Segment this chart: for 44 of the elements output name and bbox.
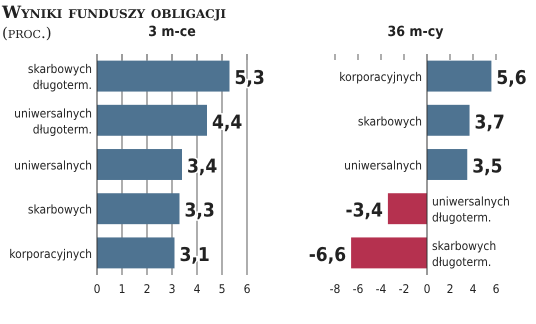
bar [97, 193, 180, 224]
x-tick-label: 4 [470, 282, 477, 296]
y-tick-label: uniwersalnych długoterm. [14, 106, 92, 136]
bar [388, 193, 427, 224]
bar [427, 60, 492, 92]
data-label: 3,7 [474, 111, 505, 134]
x-tick-label: 0 [424, 282, 431, 296]
bar [97, 149, 182, 180]
y-tick-label: skarbowych długoterm. [28, 62, 92, 92]
x-tick-label: 2 [144, 282, 150, 296]
y-tick-label: uniwersalnych [344, 158, 422, 172]
x-tick-label: 2 [446, 282, 454, 296]
x-tick-label: -6 [352, 282, 364, 296]
bar [97, 237, 174, 268]
x-tick-label: 6 [244, 282, 251, 296]
x-tick-label: -4 [376, 282, 387, 296]
data-label: -3,4 [346, 200, 383, 222]
x-axis-title: 36 m-cy [388, 24, 444, 40]
x-tick-label: 6 [492, 282, 500, 296]
y-tick-label: korporacyjnych [339, 70, 422, 84]
y-tick-label: skarbowych [358, 114, 422, 128]
y-tick-label: uniwersalnych [14, 158, 92, 172]
chart-title: Wyniki funduszy obligacji [1, 3, 226, 23]
bar [97, 104, 207, 136]
y-tick-label: korporacyjnych [9, 246, 92, 261]
x-axis-title: 3 m-ce [148, 24, 196, 40]
data-label: -6,6 [308, 244, 346, 266]
data-label: 3,5 [472, 156, 503, 178]
x-tick-label: 4 [194, 282, 201, 296]
bar [427, 104, 470, 136]
x-tick-label: 0 [94, 282, 101, 296]
data-label: 5,6 [496, 67, 527, 90]
x-tick-label: 5 [218, 282, 226, 296]
y-tick-label: skarbowych [28, 202, 92, 217]
chart-subtitle: (proc.) [2, 24, 52, 42]
bar [427, 149, 468, 180]
x-tick-label: 1 [118, 282, 126, 296]
y-tick-label: uniwersalnych długoterm. [432, 194, 510, 225]
y-tick-label: skarbowych długoterm. [432, 238, 496, 269]
x-tick-label: 3 [168, 282, 176, 296]
x-tick-label: -2 [398, 282, 410, 296]
bar [97, 60, 230, 92]
bar [351, 237, 427, 268]
x-tick-label: -8 [330, 282, 341, 296]
